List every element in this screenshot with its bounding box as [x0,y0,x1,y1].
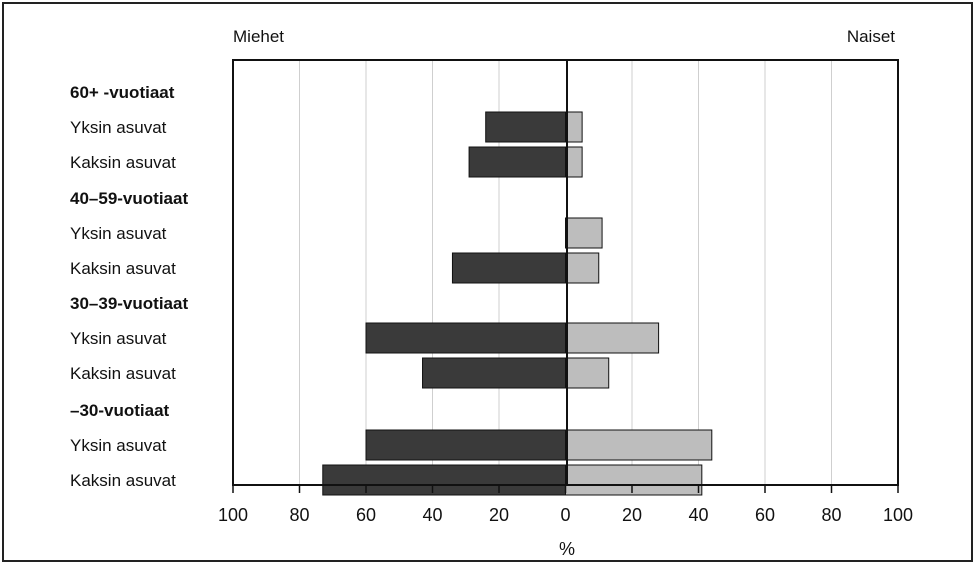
men-bar [365,322,566,354]
tick-label: 0 [560,505,570,525]
x-axis-title: % [559,539,575,559]
group-title: 40–59-vuotiaat [70,189,188,208]
women-bar [565,146,583,178]
tick-label: 40 [688,505,708,525]
women-bar [565,111,583,143]
tick-label: 100 [883,505,913,525]
bars [322,111,713,496]
men-bar [451,252,567,284]
men-bar [422,357,566,389]
tick-label: 80 [289,505,309,525]
men-bar [485,111,567,143]
group-title: –30-vuotiaat [70,401,170,420]
row-label: Yksin asuvat [70,118,167,137]
tick-label: 20 [622,505,642,525]
row-label: Yksin asuvat [70,436,167,455]
row-label: Kaksin asuvat [70,471,176,490]
women-bar [565,464,703,496]
group-title: 60+ -vuotiaat [70,83,175,102]
plot-area-border [232,59,899,486]
group-title: 30–39-vuotiaat [70,294,188,313]
row-label: Yksin asuvat [70,329,167,348]
women-bar [565,217,603,249]
row-label: Kaksin asuvat [70,259,176,278]
tick-label: 60 [755,505,775,525]
women-side-label: Naiset [847,27,895,46]
women-bar [565,429,713,461]
tick-label: 20 [489,505,509,525]
row-labels: 60+ -vuotiaat Yksin asuvat Kaksin asuvat 40… [70,83,188,490]
men-side-label: Miehet [233,27,284,46]
women-bar [565,322,660,354]
tick-label: 80 [821,505,841,525]
row-label: Yksin asuvat [70,224,167,243]
row-label: Kaksin asuvat [70,153,176,172]
men-bar [322,464,566,496]
row-label: Kaksin asuvat [70,364,176,383]
women-bar [565,252,600,284]
men-bar [468,146,567,178]
men-bar [365,429,566,461]
x-axis-ticks: 100 80 60 40 20 0 20 40 60 80 100 [218,485,913,525]
tick-label: 100 [218,505,248,525]
tick-label: 60 [356,505,376,525]
tick-label: 40 [422,505,442,525]
women-bar [565,357,610,389]
